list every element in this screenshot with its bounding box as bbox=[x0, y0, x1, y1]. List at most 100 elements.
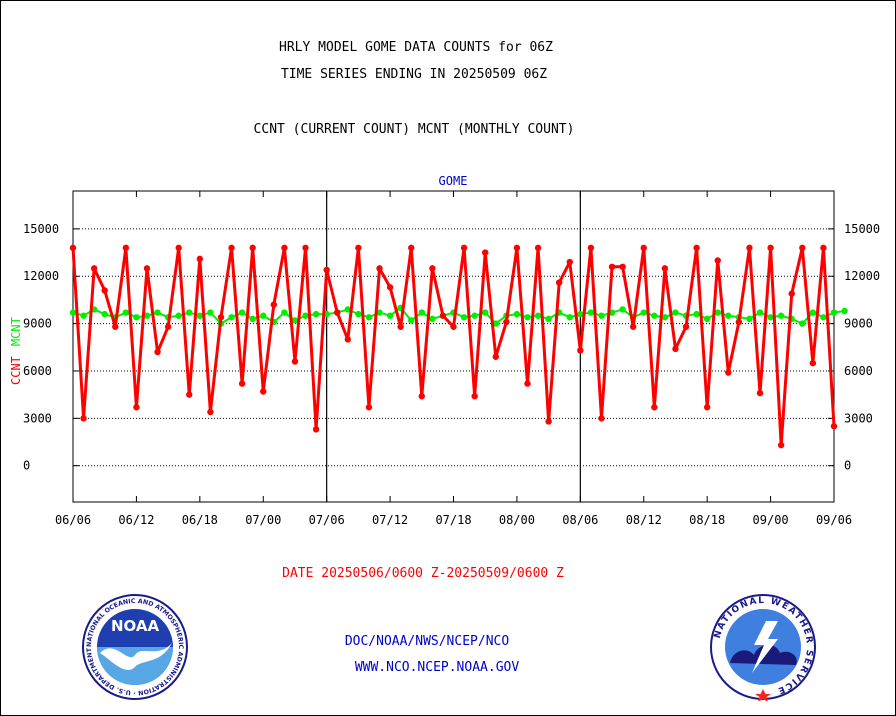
ccnt-point bbox=[186, 391, 193, 398]
ccnt-point bbox=[608, 263, 616, 270]
x-tick-label: 07/00 bbox=[245, 513, 281, 527]
mcnt-point bbox=[386, 312, 394, 319]
mcnt-point bbox=[429, 315, 436, 323]
ccnt-point bbox=[164, 323, 172, 330]
noaa-logo[interactable]: NOAA NATIONAL OCEANIC AND ATMOSPHERIC AD… bbox=[80, 593, 190, 701]
ccnt-point bbox=[228, 244, 235, 252]
mcnt-point bbox=[143, 312, 151, 319]
y-tick-label-right: 0 bbox=[844, 459, 851, 473]
ccnt-point bbox=[238, 380, 246, 387]
chart-title-line1: HRLY MODEL GOME DATA COUNTS for 06Z bbox=[279, 40, 553, 55]
ccnt-point bbox=[492, 353, 499, 360]
mcnt-point bbox=[777, 312, 785, 319]
ccnt-point bbox=[429, 265, 436, 272]
mcnt-point bbox=[460, 314, 468, 321]
ccnt-point bbox=[820, 244, 827, 252]
mcnt-point bbox=[513, 310, 521, 318]
ccnt-point bbox=[344, 336, 352, 343]
y-tick-label-right: 15000 bbox=[844, 222, 880, 236]
mcnt-point bbox=[566, 314, 573, 321]
ccnt-point bbox=[291, 358, 299, 365]
ccnt-point bbox=[175, 244, 182, 252]
ccnt-point bbox=[777, 441, 785, 449]
ccnt-point bbox=[503, 318, 510, 326]
ccnt-point bbox=[534, 244, 542, 252]
mcnt-point bbox=[693, 310, 700, 318]
y-tick-label-left: 9000 bbox=[23, 317, 52, 331]
ccnt-point bbox=[703, 404, 711, 411]
ccnt-point bbox=[598, 415, 605, 422]
mcnt-point bbox=[725, 312, 732, 319]
mcnt-point bbox=[492, 320, 499, 327]
mcnt-point bbox=[260, 312, 267, 319]
website-link[interactable]: WWW.NCO.NCEP.NOAA.GOV bbox=[354, 660, 520, 675]
x-tick-label: 07/18 bbox=[435, 513, 471, 527]
y-tick-label-right: 3000 bbox=[844, 411, 873, 425]
mcnt-point bbox=[651, 312, 658, 319]
y-axis-label-ccnt: CCNT bbox=[9, 356, 23, 385]
mcnt-point bbox=[841, 307, 848, 315]
mcnt-point bbox=[355, 310, 362, 318]
y-tick-label-left: 6000 bbox=[23, 364, 52, 378]
mcnt-point bbox=[830, 309, 838, 316]
ccnt-point bbox=[270, 301, 278, 308]
x-tick-label: 08/00 bbox=[499, 513, 535, 527]
mcnt-point bbox=[598, 312, 605, 319]
ccnt-point bbox=[725, 369, 732, 376]
ccnt-point bbox=[154, 348, 161, 356]
ccnt-point bbox=[809, 359, 817, 367]
ccnt-point bbox=[365, 404, 373, 411]
ccnt-point bbox=[545, 418, 552, 425]
ccnt-point bbox=[714, 257, 721, 264]
ccnt-point bbox=[450, 323, 457, 330]
ccnt-point bbox=[217, 314, 225, 321]
x-tick-label: 07/12 bbox=[372, 513, 408, 527]
mcnt-point bbox=[186, 309, 193, 316]
org-link[interactable]: DOC/NOAA/NWS/NCEP/NCO bbox=[344, 634, 510, 649]
nws-logo[interactable]: NATIONAL WEATHER SERVICE bbox=[708, 593, 818, 701]
ccnt-point bbox=[587, 244, 595, 252]
y-tick-label-left: 12000 bbox=[23, 269, 59, 283]
mcnt-point bbox=[249, 315, 256, 323]
mcnt-point bbox=[661, 314, 669, 321]
mcnt-point bbox=[376, 309, 383, 316]
mcnt-point bbox=[80, 312, 87, 319]
x-tick-label: 06/18 bbox=[182, 513, 218, 527]
mcnt-point bbox=[482, 309, 489, 316]
ccnt-point bbox=[799, 244, 806, 252]
mcnt-point bbox=[302, 312, 309, 319]
mcnt-point bbox=[154, 309, 161, 316]
mcnt-point bbox=[196, 312, 204, 319]
y-tick-label-right: 6000 bbox=[844, 364, 873, 378]
mcnt-point bbox=[238, 309, 246, 316]
ccnt-point bbox=[80, 415, 87, 422]
mcnt-point bbox=[746, 315, 753, 323]
ccnt-point bbox=[830, 423, 838, 430]
ccnt-point bbox=[122, 244, 130, 252]
mcnt-point bbox=[312, 310, 320, 318]
ccnt-point bbox=[334, 309, 341, 316]
mcnt-point bbox=[545, 315, 552, 323]
mcnt-point bbox=[767, 314, 774, 321]
x-tick-label: 06/06 bbox=[55, 513, 91, 527]
mcnt-point bbox=[281, 309, 288, 316]
mcnt-point bbox=[122, 309, 130, 316]
ccnt-point bbox=[672, 345, 679, 353]
mcnt-point bbox=[471, 312, 478, 319]
ccnt-point bbox=[386, 284, 394, 291]
y-tick-label-right: 12000 bbox=[844, 269, 880, 283]
mcnt-point bbox=[365, 314, 373, 321]
ccnt-point bbox=[788, 290, 795, 297]
mcnt-point bbox=[418, 309, 425, 316]
ccnt-point bbox=[323, 266, 330, 274]
mcnt-point bbox=[619, 306, 626, 313]
y-tick-label-right: 9000 bbox=[844, 317, 873, 331]
ccnt-point bbox=[756, 389, 764, 397]
chart-subtitle: CCNT (CURRENT COUNT) MCNT (MONTHLY COUNT… bbox=[253, 122, 575, 137]
mcnt-point bbox=[756, 309, 764, 316]
mcnt-point bbox=[577, 310, 584, 318]
ccnt-point bbox=[566, 258, 573, 266]
x-tick-label: 09/00 bbox=[753, 513, 789, 527]
ccnt-point bbox=[112, 323, 119, 330]
ccnt-point bbox=[302, 244, 309, 252]
